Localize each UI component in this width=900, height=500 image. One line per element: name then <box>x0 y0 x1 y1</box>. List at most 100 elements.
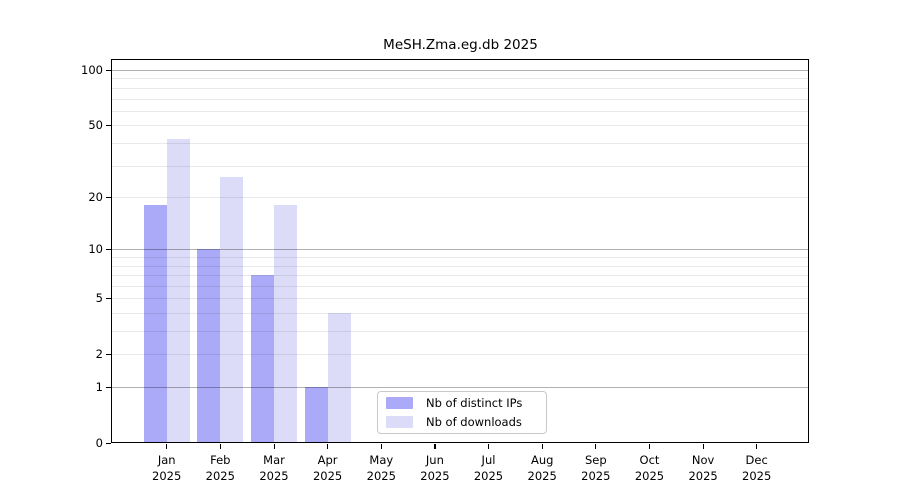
bar-downloads-feb <box>220 176 244 444</box>
major-gridline <box>112 70 808 71</box>
minor-gridline <box>112 354 808 356</box>
year-label: 2025 <box>152 469 182 483</box>
minor-gridline <box>112 298 808 300</box>
month-label: Feb <box>210 453 231 467</box>
y-tick-mark <box>106 297 111 300</box>
x-tick-mark <box>649 444 651 449</box>
y-tick-label: 1 <box>95 380 103 395</box>
minor-gridline <box>112 275 808 277</box>
minor-gridline <box>112 285 808 287</box>
y-tick-mark <box>106 386 111 388</box>
year-label: 2025 <box>634 469 665 483</box>
x-tick-mark <box>166 444 168 449</box>
month-label: Dec <box>745 453 768 467</box>
year-label: 2025 <box>420 469 450 483</box>
month-label: Jan <box>157 453 176 467</box>
x-tick-label: Sep 2025 <box>566 452 626 484</box>
major-gridline <box>112 249 808 251</box>
minor-gridline <box>112 197 808 198</box>
minor-gridline <box>112 78 808 80</box>
x-tick-label: Jun 2025 <box>405 452 465 484</box>
minor-gridline <box>112 87 808 89</box>
x-tick-mark <box>541 444 543 449</box>
chart-title: MeSH.Zma.eg.db 2025 <box>383 37 538 53</box>
year-label: 2025 <box>205 469 235 483</box>
y-tick-label: 5 <box>95 291 103 306</box>
year-label: 2025 <box>312 469 343 483</box>
year-label: 2025 <box>688 469 718 483</box>
x-tick-mark <box>380 444 382 449</box>
minor-gridline <box>112 98 808 100</box>
x-tick-mark <box>595 444 597 449</box>
x-tick-mark <box>488 444 490 449</box>
x-tick-label: Aug 2025 <box>512 452 572 484</box>
x-tick-label: Nov 2025 <box>673 452 733 484</box>
x-tick-label: May 2025 <box>351 452 411 484</box>
minor-gridline <box>112 313 808 315</box>
year-label: 2025 <box>527 469 557 483</box>
x-tick-label: Jan 2025 <box>137 452 197 484</box>
legend: Nb of distinct IPs Nb of downloads <box>377 391 547 434</box>
legend-swatch-downloads <box>386 416 413 428</box>
x-tick-mark <box>702 444 704 449</box>
y-tick-label: 50 <box>88 118 103 133</box>
bar-downloads-apr <box>327 313 351 444</box>
year-label: 2025 <box>581 469 611 483</box>
x-tick-label: Feb 2025 <box>190 452 250 484</box>
month-label: May <box>369 453 394 467</box>
x-tick-label: Apr 2025 <box>298 452 358 484</box>
x-tick-mark <box>273 444 275 449</box>
minor-gridline <box>112 165 808 167</box>
x-tick-label: Dec 2025 <box>727 452 787 484</box>
minor-gridline <box>112 125 808 127</box>
y-tick-label: 0 <box>95 436 103 451</box>
minor-gridline <box>112 110 808 112</box>
y-tick-label: 20 <box>88 190 103 204</box>
x-tick-mark <box>327 444 329 449</box>
month-label: Jul <box>481 453 496 467</box>
y-tick-mark <box>106 69 111 71</box>
bar-distinct-ips-apr <box>304 387 328 444</box>
x-tick-label: Jul 2025 <box>459 452 519 484</box>
legend-item: Nb of downloads <box>386 415 546 430</box>
x-tick-mark <box>434 444 436 449</box>
year-label: 2025 <box>742 469 772 483</box>
bar-downloads-jan <box>166 139 190 444</box>
minor-gridline <box>112 265 808 267</box>
x-tick-mark <box>219 444 221 449</box>
y-tick-mark <box>106 248 111 250</box>
y-tick-mark <box>106 353 111 356</box>
minor-gridline <box>112 257 808 259</box>
y-tick-mark <box>106 196 111 198</box>
y-tick-label: 100 <box>81 63 103 77</box>
month-label: Aug <box>530 453 554 467</box>
minor-gridline <box>112 142 808 144</box>
y-tick-label: 10 <box>88 242 103 257</box>
year-label: 2025 <box>366 469 396 483</box>
x-tick-mark <box>756 444 758 449</box>
y-tick-mark <box>106 124 111 126</box>
month-label: Sep <box>584 453 607 467</box>
major-gridline <box>112 387 808 389</box>
month-label: Oct <box>639 453 660 467</box>
bar-distinct-ips-jan <box>143 205 167 444</box>
minor-gridline <box>112 331 808 333</box>
x-tick-label: Oct 2025 <box>620 452 680 484</box>
bar-distinct-ips-mar <box>251 275 274 444</box>
year-label: 2025 <box>473 469 504 483</box>
legend-swatch-distinct-ips <box>386 397 413 409</box>
month-label: Mar <box>263 453 285 467</box>
month-label: Nov <box>691 453 715 467</box>
legend-item: Nb of distinct IPs <box>386 396 546 411</box>
bar-downloads-mar <box>274 205 297 444</box>
month-label: Jun <box>425 453 444 467</box>
y-tick-mark <box>106 442 111 444</box>
legend-label: Nb of downloads <box>426 415 522 429</box>
legend-label: Nb of distinct IPs <box>426 396 523 410</box>
bar-distinct-ips-feb <box>197 249 221 444</box>
year-label: 2025 <box>259 469 289 483</box>
